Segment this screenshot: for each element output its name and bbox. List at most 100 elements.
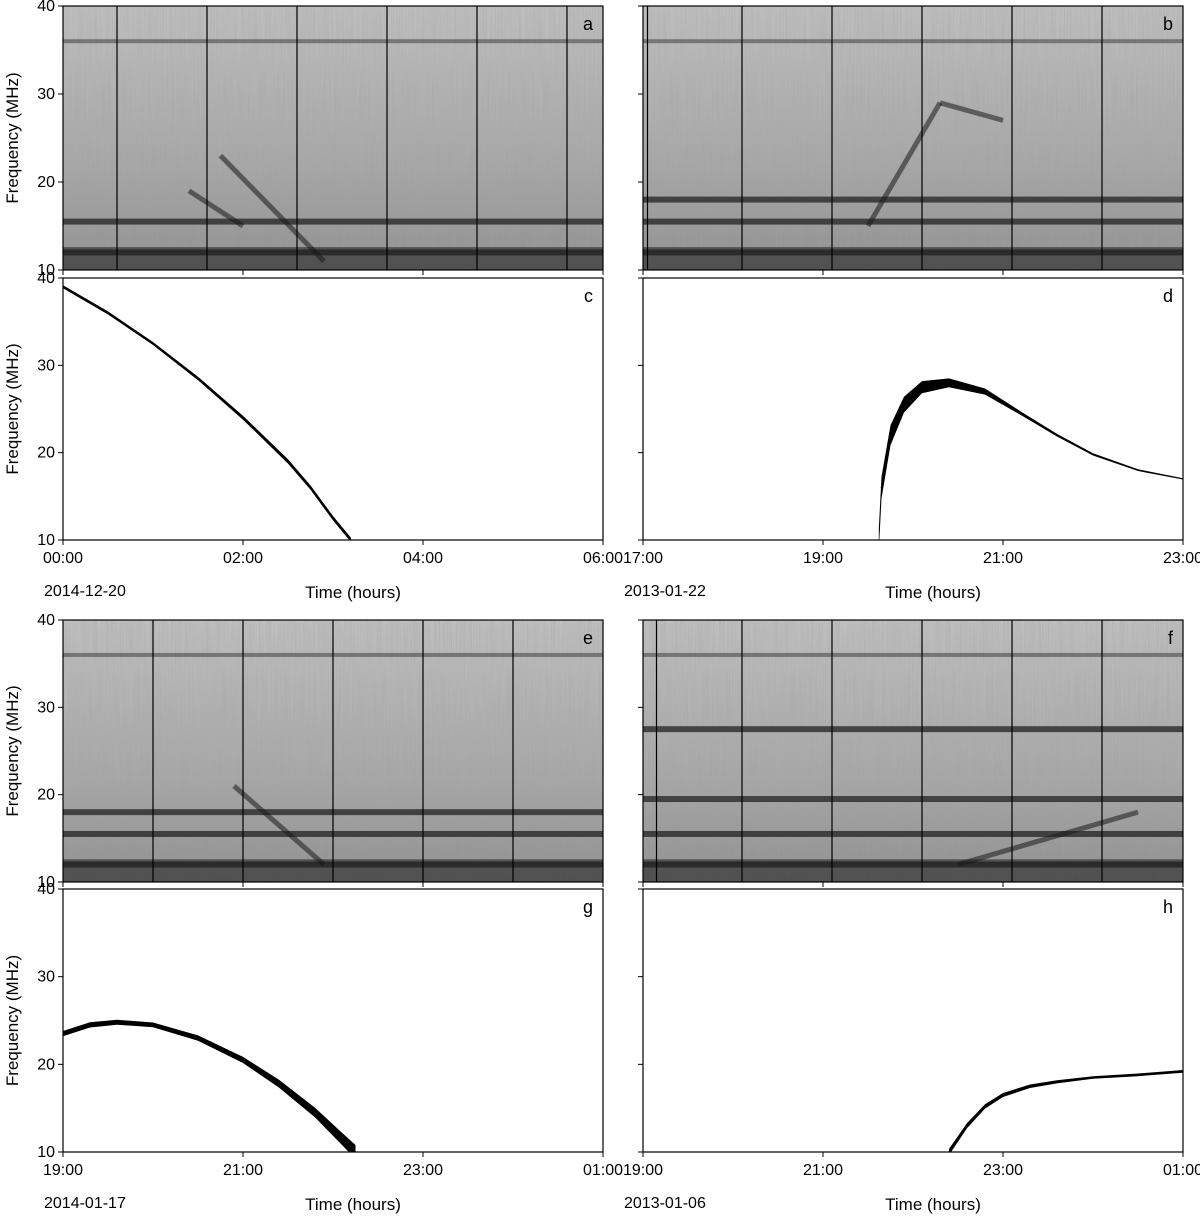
trace-point	[332, 517, 334, 519]
x-tick-label: 21:00	[983, 550, 1023, 567]
plot-area-c	[63, 278, 603, 540]
trace-series-g	[63, 1019, 356, 1152]
trace-point	[309, 486, 312, 489]
trace-point	[1137, 1074, 1139, 1076]
x-tick-label: 23:00	[403, 1162, 443, 1179]
plot-area-g	[63, 889, 603, 1152]
date-label: 2014-01-17	[44, 1195, 126, 1212]
burst-track	[232, 784, 326, 867]
spectrogram-band	[63, 39, 603, 44]
plot-area-f	[643, 620, 1183, 882]
panel-letter: c	[584, 286, 593, 306]
trace-point	[341, 1138, 343, 1140]
y-tick-label: 40	[37, 612, 55, 629]
burst-track	[865, 101, 943, 228]
trace-point	[948, 382, 950, 384]
x-tick-label: 19:00	[43, 1162, 83, 1179]
x-tick-label: 01:00	[1163, 1162, 1200, 1179]
y-tick-label: 30	[37, 699, 55, 716]
x-tick-label: 21:00	[803, 1162, 843, 1179]
y-tick-label: 20	[37, 445, 55, 462]
panel-letter: e	[583, 628, 593, 648]
trace-point	[107, 312, 109, 314]
trace-point	[1137, 469, 1139, 471]
y-tick-label: 40	[37, 0, 55, 15]
x-axis-label: Time (hours)	[305, 583, 401, 602]
panel-letter: g	[583, 897, 593, 917]
burst-track	[939, 100, 1004, 123]
y-axis-label: Frequency (MHz)	[3, 72, 22, 203]
y-tick-label: 30	[37, 357, 55, 374]
plot-area-d	[643, 278, 1183, 540]
panel-letter: h	[1163, 897, 1173, 917]
trace-point	[1092, 453, 1094, 456]
panel-frame	[62, 277, 604, 541]
plot-background	[63, 889, 603, 1152]
x-tick-label: 17:00	[623, 550, 663, 567]
date-label: 2013-01-22	[624, 583, 706, 600]
x-tick-label: 04:00	[403, 550, 443, 567]
x-tick-label: 00:00	[43, 550, 83, 567]
trace-point	[966, 1124, 968, 1127]
trace-point	[152, 1024, 154, 1026]
x-tick-label: 21:00	[223, 1162, 263, 1179]
trace-point	[1092, 1076, 1094, 1079]
x-tick-label: 02:00	[223, 550, 263, 567]
date-label: 2013-01-06	[624, 1195, 706, 1212]
trace-point	[1029, 1085, 1031, 1088]
trace-point	[984, 390, 986, 393]
x-axis-label: Time (hours)	[885, 583, 981, 602]
panel-letter: d	[1163, 286, 1173, 306]
spectrogram-low-band	[63, 247, 603, 270]
spectrogram-band	[643, 196, 1183, 203]
y-axis-label: Frequency (MHz)	[3, 955, 22, 1086]
panel-frame	[642, 888, 1184, 1153]
x-tick-label: 01:00	[583, 1162, 623, 1179]
panel-frame	[642, 619, 1184, 883]
spectrogram-low-band	[643, 247, 1183, 270]
trace-point	[984, 1105, 986, 1108]
trace-point	[1002, 1094, 1004, 1096]
y-axis-label: Frequency (MHz)	[3, 343, 22, 474]
trace-point	[197, 377, 199, 380]
trace-point	[89, 1024, 91, 1026]
spectrogram-band	[643, 726, 1183, 733]
panel-f: f	[638, 619, 1184, 887]
panel-c: 10 20 30 40 00:00 02:00 04:00 06:00 Time (hours)…	[3, 270, 623, 602]
y-tick-label: 40	[37, 270, 55, 287]
burst-track	[957, 809, 1139, 867]
y-tick-label: 20	[37, 787, 55, 804]
spectrogram-band	[643, 652, 1183, 657]
y-tick-label: 30	[37, 86, 55, 103]
plot-background	[63, 278, 603, 540]
panel-a: 10 20 30 40 Frequency (MHz) a	[3, 0, 604, 279]
spectrogram-band	[643, 796, 1183, 803]
panel-frame	[642, 277, 1184, 541]
trace-point	[242, 1059, 244, 1061]
date-label: 2014-12-20	[44, 583, 126, 600]
x-tick-label: 19:00	[623, 1162, 663, 1179]
trace-point	[116, 1021, 118, 1024]
spectrogram-band	[63, 218, 603, 225]
y-tick-label: 10	[37, 532, 55, 549]
spectrogram-noise	[643, 6, 1183, 270]
trace-point	[152, 342, 154, 345]
trace-point	[1020, 412, 1022, 415]
plot-area-e	[63, 620, 603, 882]
y-tick-label: 30	[37, 969, 55, 986]
panel-frame	[642, 5, 1184, 271]
spectrogram-band	[643, 218, 1183, 225]
trace-point	[314, 1111, 316, 1114]
panel-letter: a	[583, 14, 594, 34]
x-axis-label: Time (hours)	[885, 1195, 981, 1214]
spectrogram-low-band	[643, 859, 1183, 882]
y-tick-label: 40	[37, 881, 55, 898]
trace-point	[1056, 434, 1058, 437]
trace-point	[1056, 1081, 1058, 1083]
y-axis-label: Frequency (MHz)	[3, 685, 22, 816]
y-tick-label: 10	[37, 874, 55, 891]
panel-frame	[62, 5, 604, 271]
panel-b: b	[638, 5, 1184, 275]
plot-area-b	[643, 6, 1183, 270]
